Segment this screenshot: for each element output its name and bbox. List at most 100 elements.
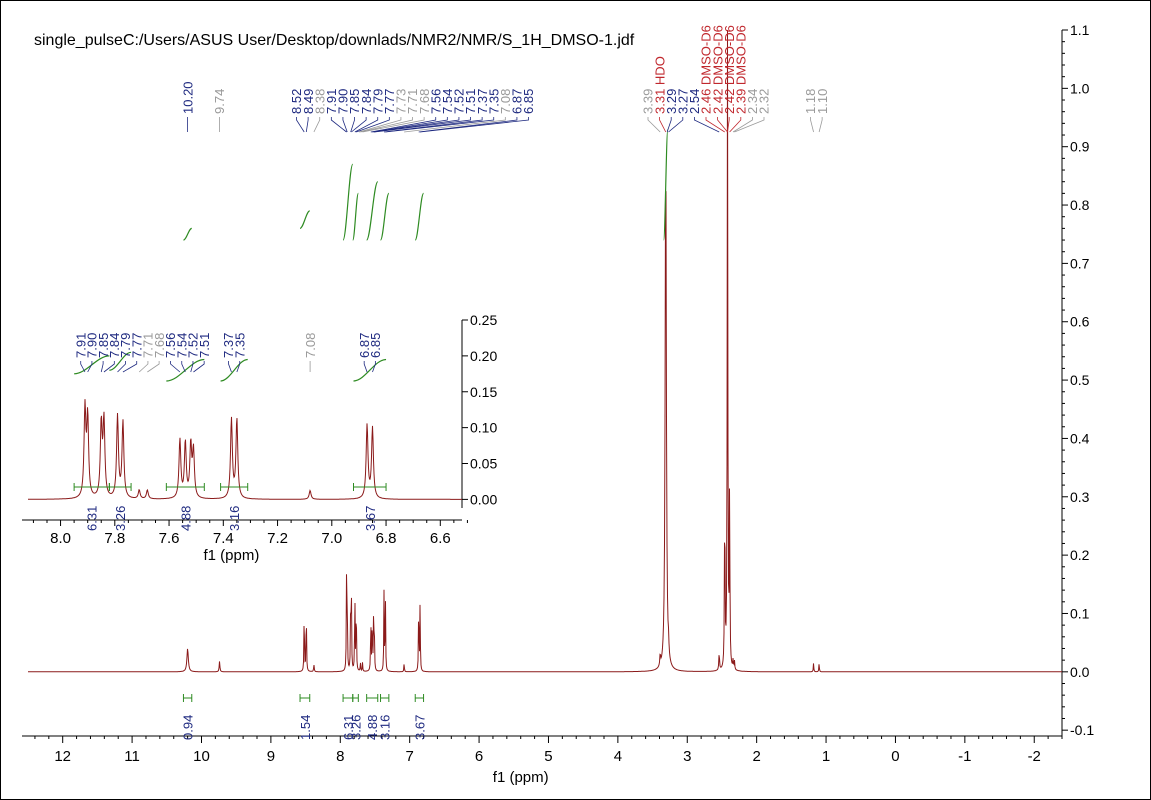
inset-x-tick-label: 7.6 xyxy=(159,530,180,547)
integral-value-label: 3.16 xyxy=(378,715,393,740)
peak-label: 7.91 xyxy=(324,89,339,114)
peak-label-leader xyxy=(228,361,232,373)
peak-label: 6.87 xyxy=(357,333,372,358)
peak-label-leader xyxy=(342,117,348,133)
inset-y-tick-label: 0.20 xyxy=(470,348,497,364)
peak-label-leader xyxy=(181,361,186,373)
integral-curve xyxy=(663,128,669,241)
peak-label: 7.54 xyxy=(174,333,189,358)
y-tick-label: -0.1 xyxy=(1070,722,1094,738)
inset-y-tick-label: 0.10 xyxy=(470,420,497,436)
peak-label: 2.42 DMSO-D6 xyxy=(722,25,737,114)
x-tick-label: 4 xyxy=(614,748,622,765)
peak-label: 7.90 xyxy=(85,333,100,358)
peak-label: 7.08 xyxy=(498,89,513,114)
peak-label: 2.42 DMSO-D6 xyxy=(710,25,725,114)
x-tick-label: 10 xyxy=(193,748,210,765)
integral-curve xyxy=(342,163,354,241)
peak-label-leader xyxy=(727,117,730,133)
inset-integral-curve xyxy=(109,351,132,371)
peak-label: 7.71 xyxy=(141,333,156,358)
peak-label-leader xyxy=(87,361,93,373)
peak-label: 2.32 xyxy=(757,89,772,114)
integral-value-label: 4.88 xyxy=(365,715,380,740)
peak-label: 8.49 xyxy=(301,89,316,114)
peak-label-leader xyxy=(818,117,823,133)
peak-label: 7.85 xyxy=(96,333,111,358)
inset-integral-curve xyxy=(220,358,248,382)
peak-label-leader xyxy=(370,117,437,133)
peak-label-leader xyxy=(100,361,104,373)
peak-label-leader xyxy=(729,117,742,133)
peak-label: 7.35 xyxy=(486,89,501,114)
peak-label: 7.73 xyxy=(394,89,409,114)
peak-label: 7.56 xyxy=(163,333,178,358)
peak-label: 7.52 xyxy=(186,333,201,358)
peak-label: 7.54 xyxy=(440,89,455,114)
x-tick-label: 11 xyxy=(124,748,140,765)
peak-label: 7.37 xyxy=(475,89,490,114)
peak-label: 7.52 xyxy=(452,89,467,114)
peak-label: 6.85 xyxy=(368,333,383,358)
integral-curve xyxy=(366,181,379,241)
inset-spectrum-trace xyxy=(28,399,462,500)
peak-label: 7.56 xyxy=(428,89,443,114)
peak-label-leader xyxy=(296,117,305,133)
main-spectrum-plot: -0.1 0.0 0.1 0.2 0.3 0.4 0.5 0.6 0.7 0.8 0.9 1.0 1.1… xyxy=(22,22,1094,786)
peak-label: 10.20 xyxy=(180,81,195,114)
peak-label: 7.08 xyxy=(303,333,318,358)
spectrum-trace xyxy=(28,29,1062,673)
peak-label: 1.18 xyxy=(803,89,818,114)
peak-label-leader xyxy=(190,361,194,373)
peak-label: 7.90 xyxy=(336,89,351,114)
peak-label: 7.84 xyxy=(107,333,122,358)
peak-label: 3.27 xyxy=(675,89,690,114)
peak-label-leader xyxy=(374,117,471,133)
peak-label: 1.10 xyxy=(815,89,830,114)
integral-curve xyxy=(299,210,311,229)
peak-label: 3.29 xyxy=(664,89,679,114)
peak-label-leader xyxy=(668,117,684,133)
inset-x-tick-label: 6.6 xyxy=(430,530,451,547)
y-tick-label: 0.4 xyxy=(1070,430,1090,446)
inset-integral-curve xyxy=(166,358,205,382)
peak-label-leader xyxy=(717,117,728,133)
peak-label-leader xyxy=(810,117,814,133)
peak-label-leader xyxy=(363,361,368,373)
chart-title: single_pulseC:/Users/ASUS User/Desktop/d… xyxy=(34,32,635,49)
peak-label: 6.87 xyxy=(510,89,525,114)
inset-integral-value-label: 3.67 xyxy=(363,506,378,531)
peak-label-leader xyxy=(734,117,765,133)
peak-label: 3.39 xyxy=(641,89,656,114)
peak-label-leader xyxy=(404,117,506,133)
inset-x-tick-label: 7.8 xyxy=(104,530,125,547)
peak-label-leader xyxy=(351,117,367,133)
peak-label-leader xyxy=(356,117,390,133)
y-tick-label: 0.0 xyxy=(1070,664,1090,680)
inset-y-tick-label: 0.25 xyxy=(470,312,497,328)
peak-label-leader xyxy=(147,361,160,373)
integral-value-label: 6.31 xyxy=(341,715,356,740)
peak-label-leader xyxy=(358,117,402,133)
peak-label: 3.31 HDO xyxy=(652,56,667,114)
inset-x-axis-label: f1 (ppm) xyxy=(204,547,260,564)
peak-label: 7.35 xyxy=(232,333,247,358)
x-tick-label: -1 xyxy=(958,748,971,765)
peak-label: 7.79 xyxy=(370,89,385,114)
peak-label-leader xyxy=(138,361,149,373)
peak-label-leader xyxy=(694,117,720,133)
inset-x-tick-label: 6.8 xyxy=(376,530,397,547)
peak-label-leader xyxy=(122,361,138,373)
peak-label: 2.46 DMSO-D6 xyxy=(699,25,714,114)
peak-label-leader xyxy=(360,117,413,133)
x-tick-label: 6 xyxy=(475,748,483,765)
peak-label-leader xyxy=(732,117,753,133)
peak-label-leader xyxy=(193,361,205,373)
integral-curve xyxy=(414,192,425,241)
x-tick-label: 3 xyxy=(683,748,691,765)
peak-label-leader xyxy=(420,117,529,133)
integral-value-label: 3.67 xyxy=(412,715,427,740)
peak-label: 8.38 xyxy=(312,89,327,114)
peak-label-leader xyxy=(236,361,241,373)
peak-label-leader xyxy=(418,117,518,133)
